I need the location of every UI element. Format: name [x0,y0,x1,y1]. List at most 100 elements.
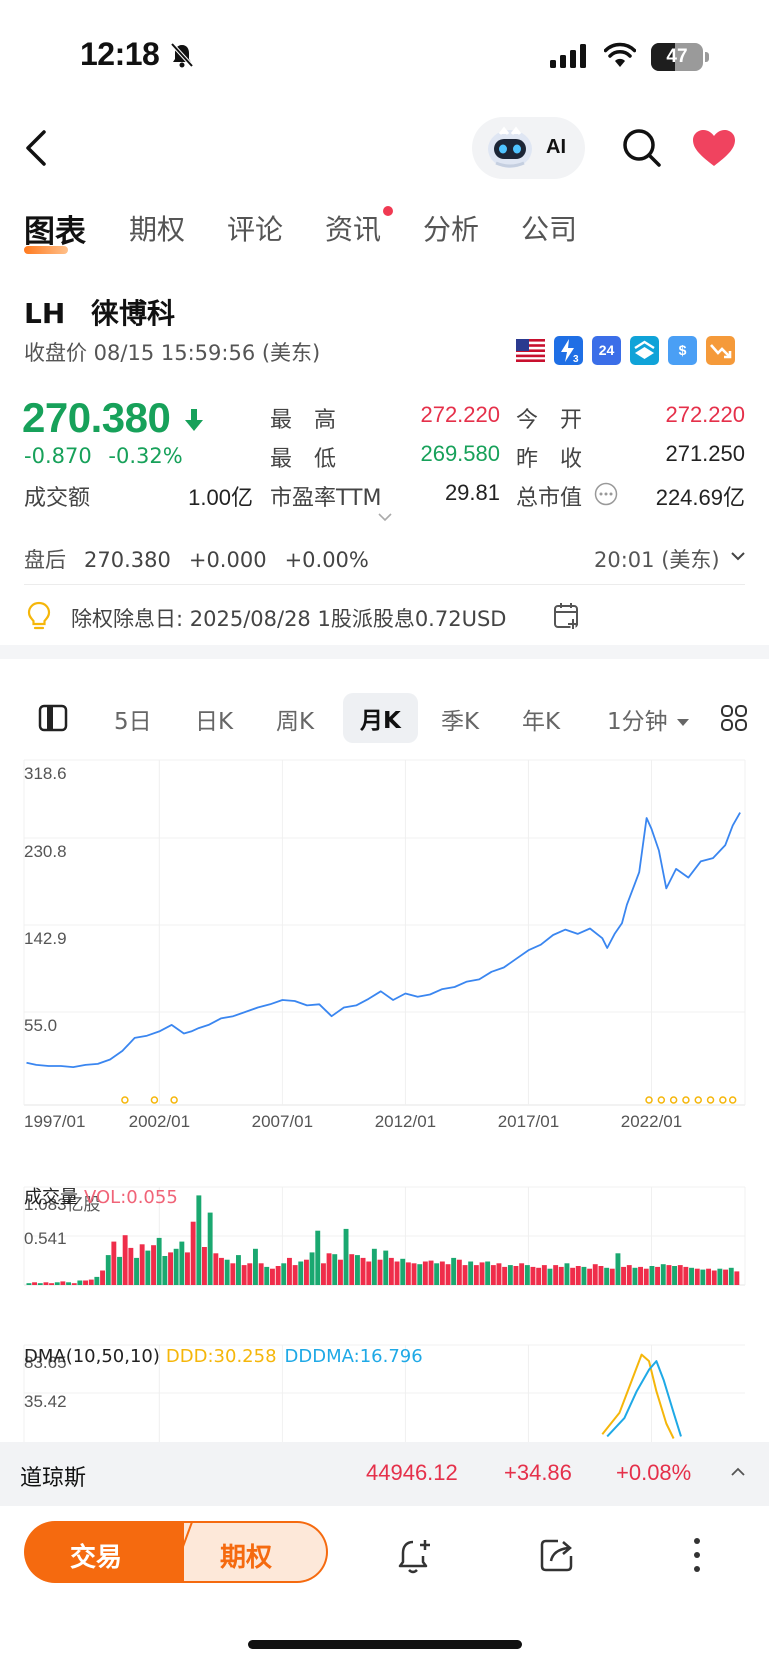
volume-bar [71,1283,77,1285]
volume-bar [638,1266,643,1285]
back-chevron-icon[interactable] [22,128,48,168]
price-x-tick: 2002/01 [129,1112,190,1131]
market-cap-value: 224.69亿 [655,485,745,510]
favorite-heart-icon[interactable] [691,128,737,168]
volume-bar [734,1271,740,1285]
volume-bar [156,1237,162,1285]
period-quarterly[interactable]: 季K [441,709,480,735]
volume-bar [338,1259,343,1285]
after-hours-time[interactable]: 20:01 (美东) [594,548,720,572]
volume-bar [128,1247,134,1285]
tab-analysis[interactable]: 分析 [423,213,480,246]
period-weekly[interactable]: 周K [276,709,315,735]
volume-y-tick: 1.083亿股 [24,1195,101,1214]
status-bar: 12:18 47 [0,0,769,110]
after-hours-change-pct: +0.00% [284,548,369,572]
tab-options[interactable]: 期权 [129,213,186,246]
dividend-notice[interactable]: 除权除息日: 2025/08/28 1股派股息0.72USD [71,607,507,631]
price-line [26,812,741,1068]
event-marker [121,1096,129,1104]
volume-bar [496,1263,502,1285]
search-icon[interactable] [622,128,662,168]
period-1min-label: 1分钟 [607,709,668,735]
add-calendar-icon[interactable] [552,601,582,631]
24h-icon[interactable]: 24 [592,336,621,365]
price-y-tick: 318.6 [24,764,67,783]
sidebar-toggle-icon[interactable] [38,704,68,732]
chevron-down-icon[interactable] [730,551,746,561]
more-info-icon[interactable] [594,482,618,506]
expand-quote-chevron-icon[interactable] [378,512,392,522]
turnover-label: 成交额 [24,486,91,511]
volume-bar [468,1261,474,1285]
ai-label: AI [546,136,566,158]
options-label: 期权 [220,1543,273,1573]
volume-bar [598,1266,604,1285]
share-icon[interactable] [538,1536,576,1574]
volume-bar [717,1268,723,1285]
ai-assistant-button[interactable]: AI [472,117,585,179]
volume-bar [394,1261,400,1285]
tab-company[interactable]: 公司 [521,213,578,246]
volume-bar [694,1268,700,1285]
event-marker [150,1096,159,1104]
tab-comments[interactable]: 评论 [227,213,284,246]
event-marker [669,1096,678,1104]
lightning-3-icon[interactable]: 3 [554,336,583,365]
us-flag-icon[interactable] [516,336,545,365]
options-button[interactable] [168,1521,328,1583]
period-1min[interactable]: 1分钟 [607,702,689,736]
volume-bar [643,1268,649,1285]
volume-bar [445,1264,451,1285]
index-ticker-bar[interactable]: 道琼斯 44946.12 +34.86 +0.08% [0,1442,769,1506]
battery-level: 47 [666,46,688,67]
volume-bar [37,1283,43,1285]
volume-bar [592,1264,598,1285]
volume-bar [275,1266,281,1285]
alert-bell-plus-icon[interactable] [395,1536,435,1576]
volume-bar [360,1257,366,1285]
index-name: 道琼斯 [20,1466,87,1491]
volume-bar [587,1268,593,1285]
volume-bar [655,1266,660,1285]
dollar-icon[interactable]: $ [668,336,697,365]
period-5d[interactable]: 5日 [114,709,152,735]
volume-bar [564,1263,570,1285]
event-marker [682,1096,690,1104]
volume-bar [332,1254,338,1285]
volume-bar [502,1266,508,1285]
volume-bar [304,1259,309,1285]
section-gap [0,645,769,659]
volume-bar [507,1265,513,1285]
layers-icon[interactable] [630,336,659,365]
period-monthly[interactable]: 月K [343,693,418,743]
dma-header: DMA(10,50,10) DDD:30.258 DDDMA:16.796 [24,1346,423,1367]
volume-bar [315,1230,321,1285]
volume-bar [309,1252,315,1285]
options-button-edge [169,1521,193,1583]
layout-grid-icon[interactable] [720,704,748,732]
volume-bar [473,1265,479,1285]
trend-down-icon[interactable] [706,336,735,365]
pe-value: 29.81 [444,480,500,505]
period-yearly[interactable]: 年K [522,709,561,735]
more-vertical-icon[interactable] [690,1536,704,1574]
volume-bar [26,1283,32,1285]
volume-bar [366,1261,372,1285]
volume-bar [706,1268,711,1285]
stock-chart[interactable]: 318.6 230.8 142.9 55.0 1997/01 2002/01 2007/01… [0,755,769,1445]
volume-bar [173,1248,179,1285]
volume-bar [287,1257,292,1285]
tab-chart[interactable]: 图表 [24,214,86,250]
period-daily[interactable]: 日K [195,709,234,735]
after-hours-row[interactable]: 盘后 270.380 +0.000 +0.00% [24,544,369,574]
tab-news[interactable]: 资讯 [325,213,382,246]
volume-bar [711,1270,717,1285]
volume-bar [604,1267,610,1285]
price-change-abs: -0.870 [24,444,92,468]
volume-bar [219,1257,224,1285]
chevron-up-icon[interactable] [730,1467,746,1477]
volume-bar [230,1263,236,1285]
volume-bar [326,1253,332,1285]
dma-line-dddma [606,1360,682,1438]
